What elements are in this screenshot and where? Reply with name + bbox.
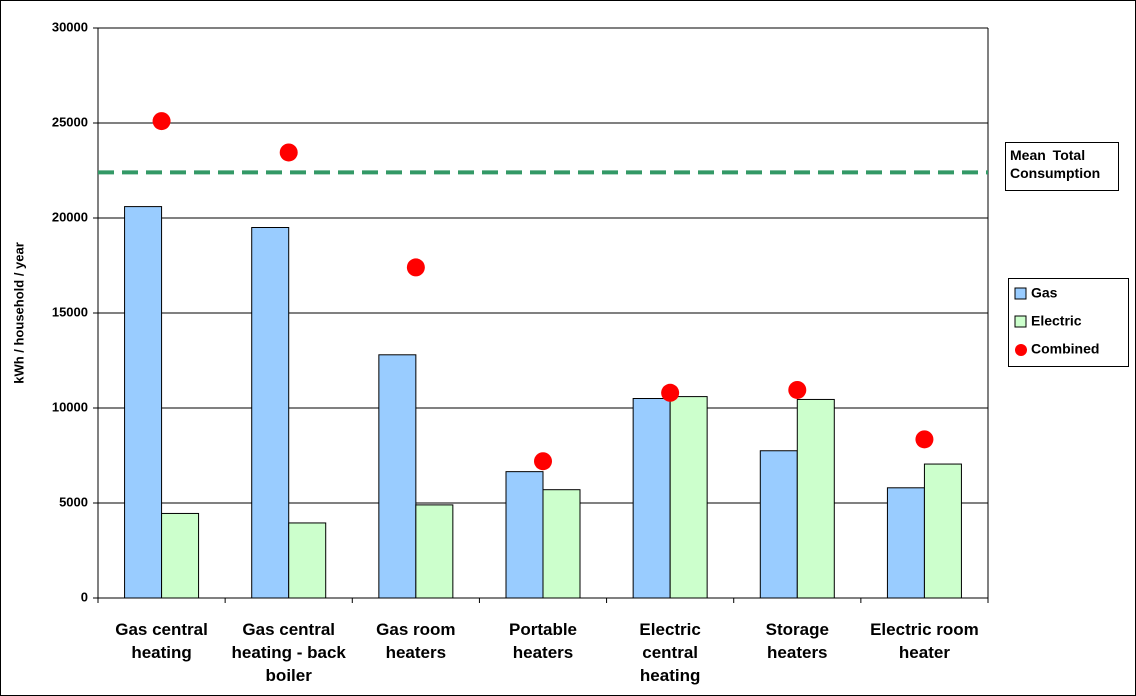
bar [923, 463, 962, 599]
combined-dot [788, 380, 807, 399]
combined-dot [661, 383, 680, 402]
legend-label: Electric [1031, 313, 1082, 329]
combined-dot [406, 258, 425, 277]
x-tick-label: Gas room heaters [376, 620, 456, 662]
x-tick-label: Portable heaters [508, 620, 578, 662]
bar [378, 354, 417, 599]
legend [1008, 278, 1129, 367]
legend-swatch [1015, 344, 1027, 356]
y-tick-label: 20000 [52, 209, 88, 224]
x-tick-label: Gas central heating - back boiler [231, 620, 346, 685]
combined-dot [915, 430, 934, 449]
x-tick-label: Electric room heater [870, 620, 979, 662]
x-tick-label: Gas central heating [115, 620, 208, 662]
legend-swatch [1014, 315, 1027, 328]
bar [886, 487, 925, 599]
bar [161, 512, 200, 599]
bar [669, 396, 708, 599]
combined-dot [279, 143, 298, 162]
bar [251, 227, 290, 599]
y-tick-label: 0 [81, 589, 88, 604]
bar [542, 489, 581, 599]
y-tick-label: 10000 [52, 399, 88, 414]
combined-dot [152, 112, 171, 131]
bar [632, 398, 671, 599]
bar [288, 522, 327, 599]
combined-dot [534, 452, 552, 471]
legend-label: Gas [1031, 285, 1058, 301]
y-tick-label: 25000 [52, 114, 88, 129]
bar [124, 206, 163, 599]
x-tick-label: Storage heaters [765, 620, 829, 662]
bar [415, 504, 454, 599]
y-tick-label: 15000 [52, 304, 88, 319]
bar [759, 450, 798, 599]
x-tick-label: Electric central heating [639, 620, 701, 685]
y-tick-label: 5000 [59, 494, 88, 509]
y-axis-label: kWh / household / year [11, 242, 26, 384]
legend-swatch [1014, 287, 1027, 300]
mean-label: Mean Total Consumption [1005, 142, 1119, 191]
bar [796, 398, 835, 599]
bar [505, 471, 544, 599]
legend-label: Combined [1031, 341, 1099, 357]
y-tick-label: 30000 [52, 19, 88, 34]
